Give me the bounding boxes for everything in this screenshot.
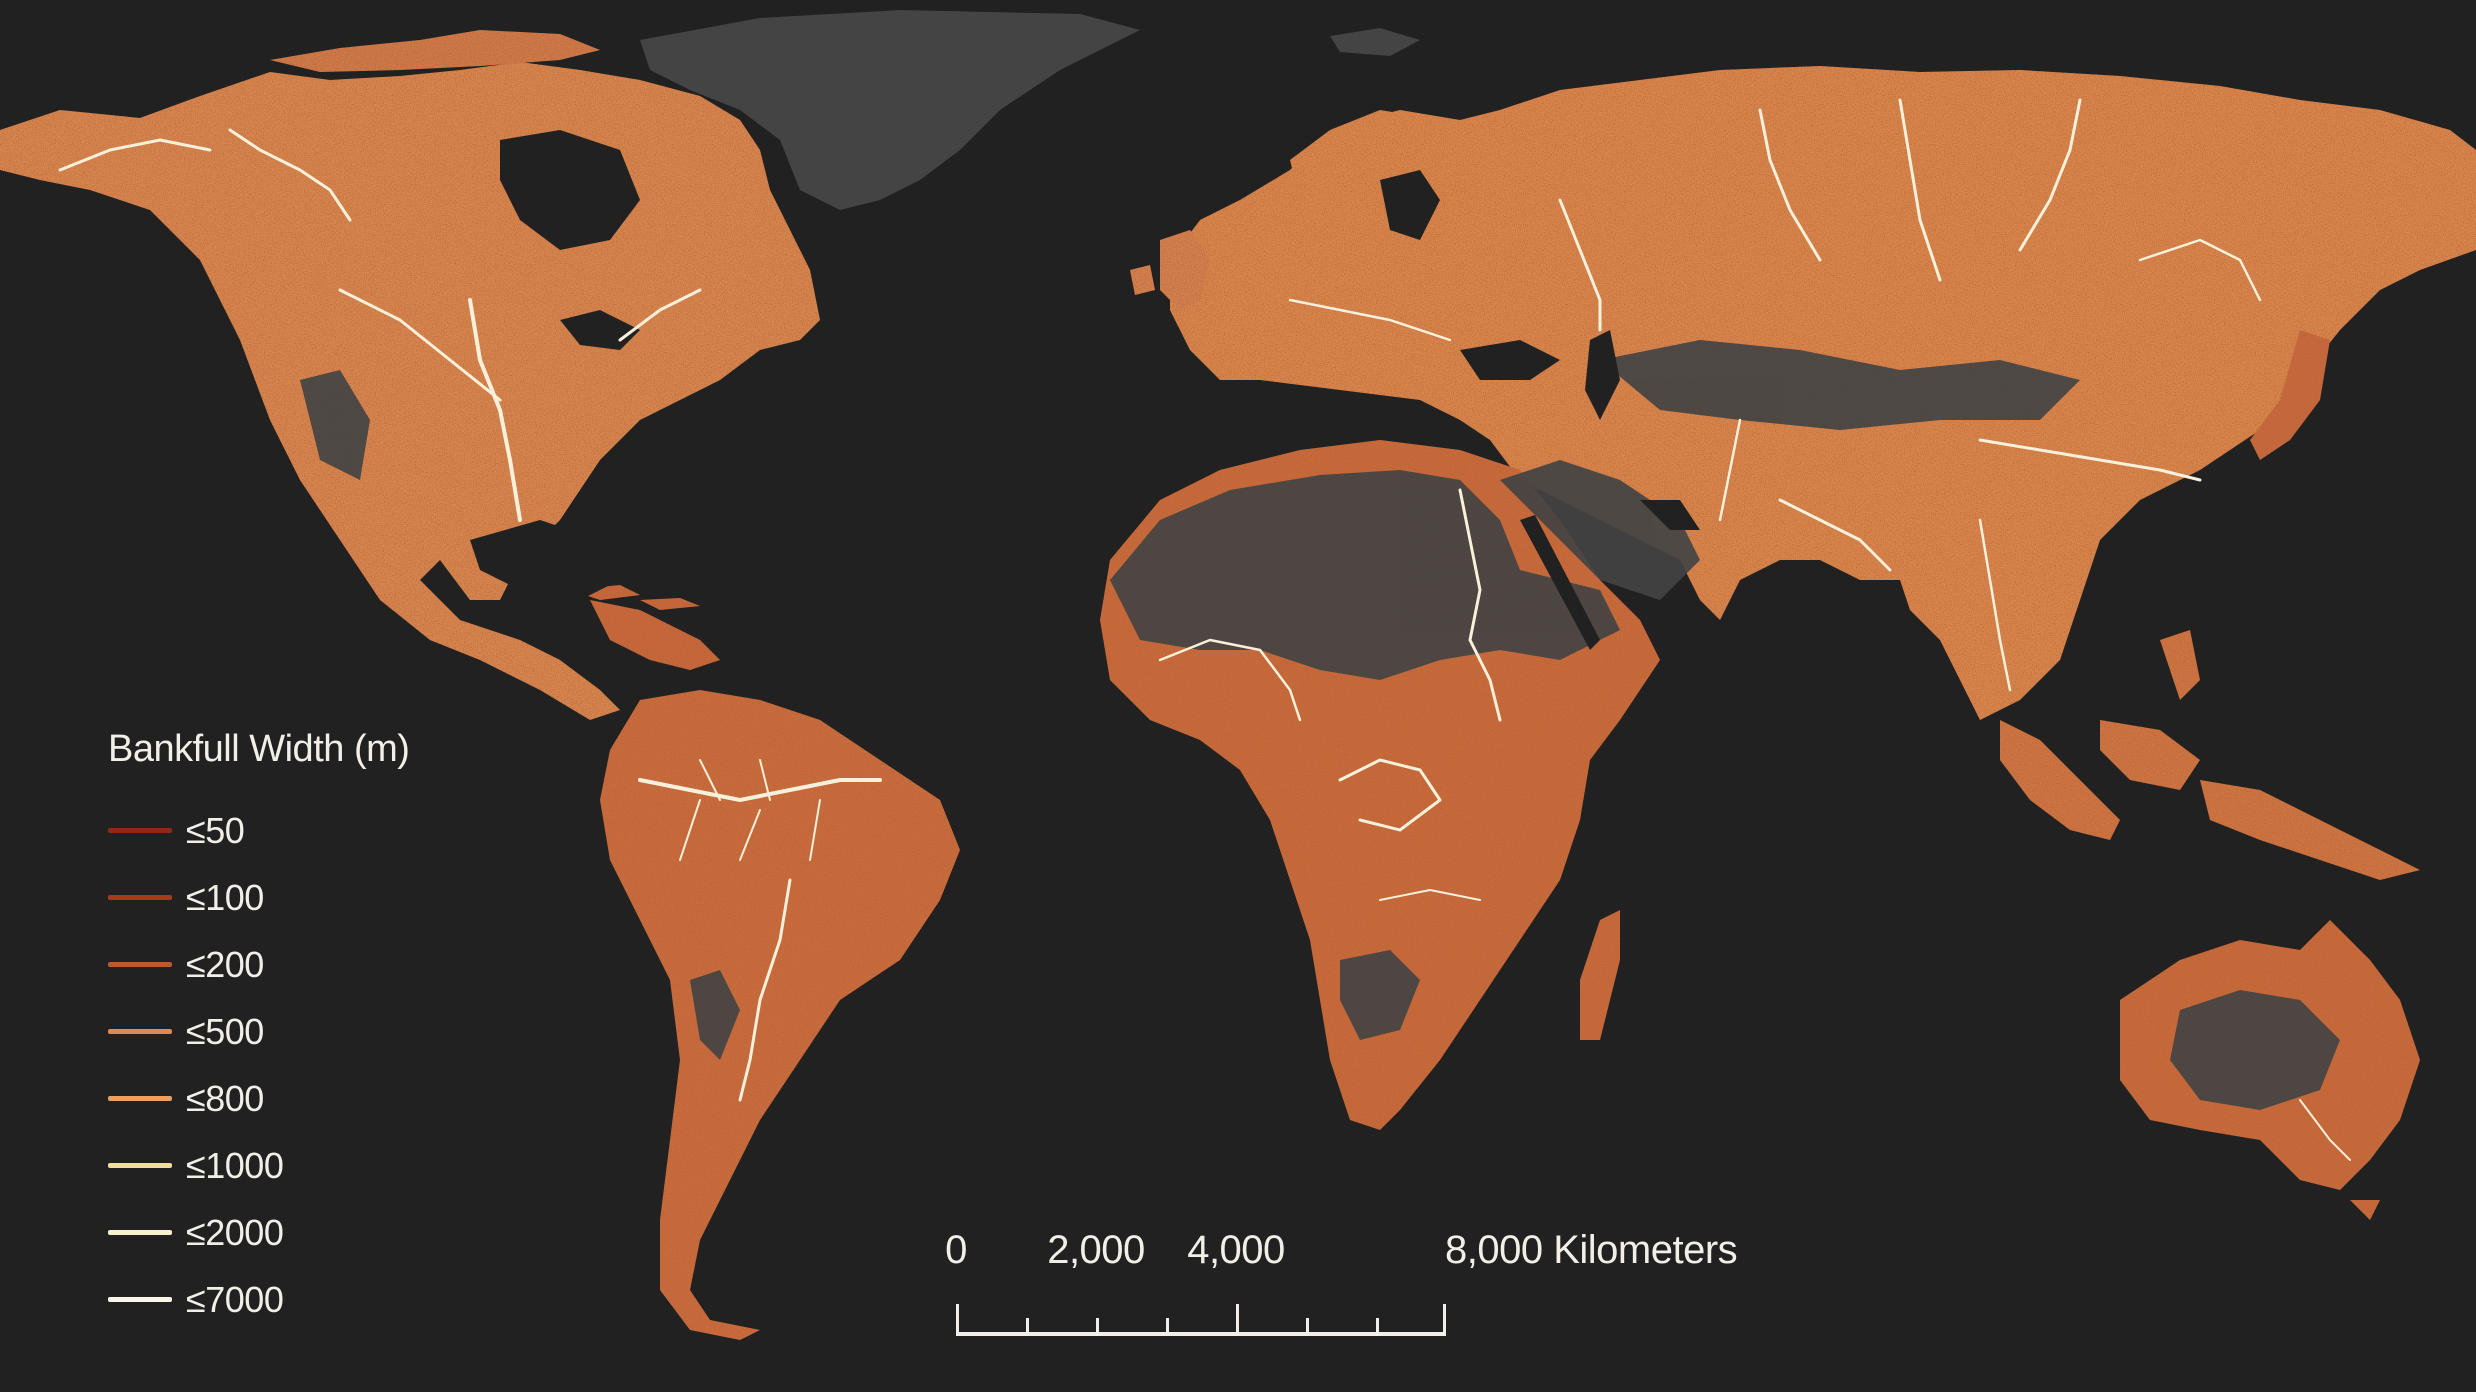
legend-label: ≤2000 bbox=[186, 1211, 284, 1253]
mackenzie-river bbox=[228, 128, 352, 222]
persian-gulf bbox=[1640, 500, 1700, 530]
legend-item: ≤7000 bbox=[104, 1266, 524, 1333]
scale-tick bbox=[1306, 1318, 1309, 1334]
legend-label: ≤100 bbox=[186, 876, 264, 918]
legend-swatch bbox=[108, 1029, 172, 1034]
major-rivers bbox=[58, 98, 2351, 1161]
ob-river bbox=[1758, 108, 1822, 262]
scale-tick bbox=[1236, 1304, 1239, 1334]
legend-swatch bbox=[108, 1096, 172, 1101]
mediterranean-sea bbox=[1180, 380, 1460, 440]
north-america bbox=[0, 62, 820, 720]
scale-tick bbox=[956, 1304, 959, 1334]
legend-item: ≤800 bbox=[104, 1065, 524, 1132]
legend-item: ≤50 bbox=[104, 797, 524, 864]
greenland bbox=[640, 10, 1140, 210]
legend-item: ≤1000 bbox=[104, 1132, 524, 1199]
legend-label: ≤50 bbox=[186, 809, 245, 851]
central-america bbox=[590, 600, 720, 670]
legend-items: ≤50 ≤100 ≤200 ≤500 ≤800 ≤1000 bbox=[104, 797, 524, 1333]
legend-label: ≤7000 bbox=[186, 1278, 284, 1320]
legend-label: ≤500 bbox=[186, 1010, 264, 1052]
japan bbox=[2250, 330, 2330, 460]
madagascar bbox=[1580, 910, 1620, 1040]
scale-tick bbox=[1166, 1318, 1169, 1334]
scale-label-8000: 8,000 Kilometers bbox=[1445, 1228, 1738, 1272]
legend-item: ≤200 bbox=[104, 931, 524, 998]
murray-river bbox=[2299, 1099, 2351, 1161]
scale-bar: 0 2,000 4,000 8,000 Kilometers bbox=[930, 1228, 1790, 1358]
mississippi-river bbox=[468, 298, 522, 522]
kalahari bbox=[1340, 950, 1420, 1040]
scandinavia bbox=[1290, 110, 1490, 240]
arabian-desert bbox=[1500, 460, 1700, 600]
svalbard bbox=[1330, 28, 1420, 56]
australia-interior bbox=[2170, 990, 2340, 1110]
british-isles bbox=[1130, 230, 1210, 310]
legend-item: ≤500 bbox=[104, 998, 524, 1065]
amazon-tributaries bbox=[679, 759, 821, 861]
legend-swatch bbox=[108, 1163, 172, 1168]
legend-swatch bbox=[108, 828, 172, 833]
scale-tick bbox=[1026, 1318, 1029, 1334]
legend-item: ≤100 bbox=[104, 864, 524, 931]
yenisei-river bbox=[1898, 98, 1942, 282]
indus-river bbox=[1718, 418, 1742, 522]
scale-tick bbox=[1443, 1304, 1446, 1334]
bay-of-bengal bbox=[1840, 580, 1920, 680]
tasmania bbox=[2350, 1200, 2380, 1220]
caribbean-islands bbox=[570, 585, 700, 610]
parana-river bbox=[738, 878, 792, 1102]
danube-river bbox=[1288, 298, 1452, 342]
scale-tick bbox=[1096, 1318, 1099, 1334]
legend-item: ≤2000 bbox=[104, 1199, 524, 1266]
ganges-river bbox=[1778, 498, 1892, 572]
congo-river bbox=[1338, 758, 1442, 832]
red-sea bbox=[1520, 515, 1600, 650]
central-asia-dry bbox=[1600, 340, 2080, 430]
missouri-river bbox=[338, 288, 502, 402]
scale-tick bbox=[1376, 1318, 1379, 1334]
mekong-river bbox=[1978, 518, 2012, 692]
caspian-sea bbox=[1585, 330, 1620, 420]
scale-label-2000: 2,000 bbox=[1047, 1228, 1145, 1272]
sahara bbox=[1110, 470, 1620, 680]
baltic-sea bbox=[1380, 170, 1440, 240]
zambezi-river bbox=[1379, 889, 1481, 901]
legend: Bankfull Width (m) ≤50 ≤100 ≤200 ≤500 ≤8… bbox=[104, 728, 524, 1333]
legend-swatch bbox=[108, 962, 172, 967]
legend-label: ≤1000 bbox=[186, 1144, 284, 1186]
amazon-river bbox=[638, 778, 882, 802]
st-lawrence-river bbox=[618, 288, 702, 342]
amur-river bbox=[2138, 238, 2262, 302]
niger-river bbox=[1158, 638, 1302, 722]
na-great-basin bbox=[300, 370, 370, 480]
arctic-archipelago bbox=[270, 30, 600, 72]
legend-swatch bbox=[108, 895, 172, 900]
hudson-bay bbox=[500, 130, 640, 250]
legend-swatch bbox=[108, 1230, 172, 1235]
legend-swatch bbox=[108, 1297, 172, 1302]
atacama-patagonia-dry bbox=[690, 970, 740, 1060]
legend-label: ≤800 bbox=[186, 1077, 264, 1119]
legend-label: ≤200 bbox=[186, 943, 264, 985]
scale-label-4000: 4,000 bbox=[1187, 1228, 1285, 1272]
scale-label-0: 0 bbox=[945, 1228, 967, 1272]
gulf-of-mexico bbox=[470, 520, 620, 600]
inland-water bbox=[470, 130, 1920, 680]
southeast-asia-islands bbox=[2000, 630, 2420, 880]
dry-regions bbox=[300, 340, 2340, 1110]
yangtze-river bbox=[1978, 438, 2202, 482]
black-sea bbox=[1460, 340, 1560, 380]
nile-river bbox=[1458, 488, 1502, 722]
legend-title: Bankfull Width (m) bbox=[108, 728, 410, 770]
south-america bbox=[600, 690, 960, 1340]
lena-river bbox=[2018, 98, 2082, 252]
volga-river bbox=[1558, 198, 1602, 332]
scale-line bbox=[956, 1332, 1446, 1336]
yukon-river bbox=[58, 138, 212, 172]
